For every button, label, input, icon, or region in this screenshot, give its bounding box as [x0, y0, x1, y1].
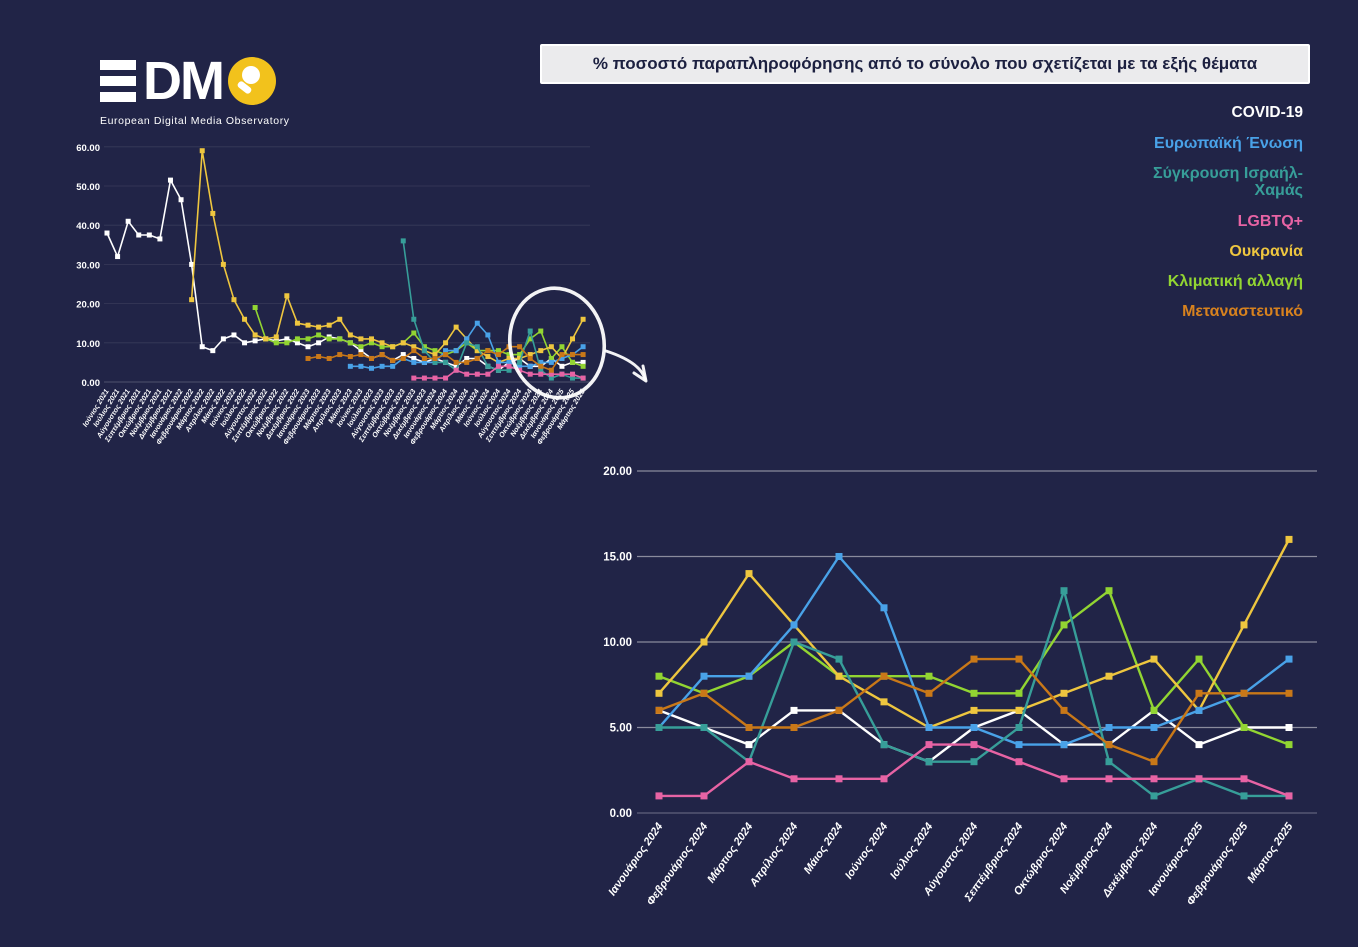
svg-text:Μάρτιος 2025: Μάρτιος 2025 — [1245, 820, 1296, 885]
legend-item-ukraine: Ουκρανία — [1229, 242, 1303, 260]
svg-text:15.00: 15.00 — [603, 552, 632, 564]
zoom-arrow-head-icon — [632, 364, 648, 383]
zoom-annotation — [507, 286, 648, 400]
svg-text:50.00: 50.00 — [76, 182, 100, 193]
svg-text:10.00: 10.00 — [76, 339, 100, 350]
edmo-logo-mark: DM — [100, 51, 290, 111]
legend-item-climate-change: Κλιματική αλλαγή — [1167, 273, 1303, 291]
series-Ουκρανία — [655, 535, 1293, 731]
series-Μεταναστευτικό — [305, 344, 586, 373]
svg-text:Απρίλιος 2024: Απρίλιος 2024 — [747, 821, 800, 890]
legend-item-european-union: Ευρωπαϊκή Ένωση — [1154, 134, 1303, 152]
svg-text:Ιούλιος 2024: Ιούλιος 2024 — [888, 821, 935, 882]
series-Κλιματική αλλαγή — [655, 587, 1293, 749]
svg-text:0.00: 0.00 — [610, 808, 632, 820]
legend-item-migration: Μεταναστευτικό — [1182, 303, 1303, 321]
svg-text:30.00: 30.00 — [76, 260, 100, 271]
edmo-letter-e-icon — [100, 60, 136, 102]
svg-text:10.00: 10.00 — [603, 637, 632, 649]
series-Ευρωπαϊκή Ένωση — [655, 553, 1293, 749]
page-title: % ποσοστό παραπληροφόρησης από το σύνολο… — [540, 44, 1310, 84]
legend-item-lgbtq: LGBTQ+ — [1237, 212, 1303, 230]
series-LGBTQ+ — [655, 741, 1293, 800]
series-LGBTQ+ — [411, 363, 586, 381]
edmo-logo: DM European Digital Media Observatory — [100, 51, 290, 127]
svg-text:Ιούνιος 2024: Ιούνιος 2024 — [843, 821, 890, 882]
series-Μεταναστευτικό — [655, 655, 1293, 766]
svg-text:20.00: 20.00 — [76, 300, 100, 311]
topics-legend: COVID-19 Ευρωπαϊκή Ένωση Σύγκρουση Ισραή… — [1133, 104, 1304, 321]
svg-text:40.00: 40.00 — [76, 221, 100, 232]
edmo-logo-subtitle: European Digital Media Observatory — [100, 115, 290, 127]
gridlines: 0.00 5.00 10.00 15.00 20.00 — [603, 466, 1317, 820]
series-Ευρωπαϊκή Ένωση — [347, 320, 586, 371]
svg-text:5.00: 5.00 — [610, 723, 632, 735]
svg-text:20.00: 20.00 — [603, 466, 632, 478]
zoom-circle-annotation — [507, 286, 607, 400]
edmo-magnifier-icon — [227, 57, 276, 105]
zoomed-trend-chart: 0.00 5.00 10.00 15.00 20.00 Ιανουάριος 2024Φε… — [603, 466, 1317, 908]
edmo-letters-dm: DM — [143, 51, 225, 111]
svg-text:Μάρτιος 2024: Μάρτιος 2024 — [705, 821, 755, 885]
legend-item-covid19: COVID-19 — [1231, 104, 1304, 121]
series-Ουκρανία — [189, 148, 586, 365]
svg-text:0.00: 0.00 — [82, 378, 101, 389]
svg-text:60.00: 60.00 — [76, 143, 100, 154]
legend-item-israel-hamas: Σύγκρουση Ισραήλ-Χαμάς — [1152, 165, 1303, 200]
svg-text:Μάιος 2024: Μάιος 2024 — [802, 821, 846, 876]
